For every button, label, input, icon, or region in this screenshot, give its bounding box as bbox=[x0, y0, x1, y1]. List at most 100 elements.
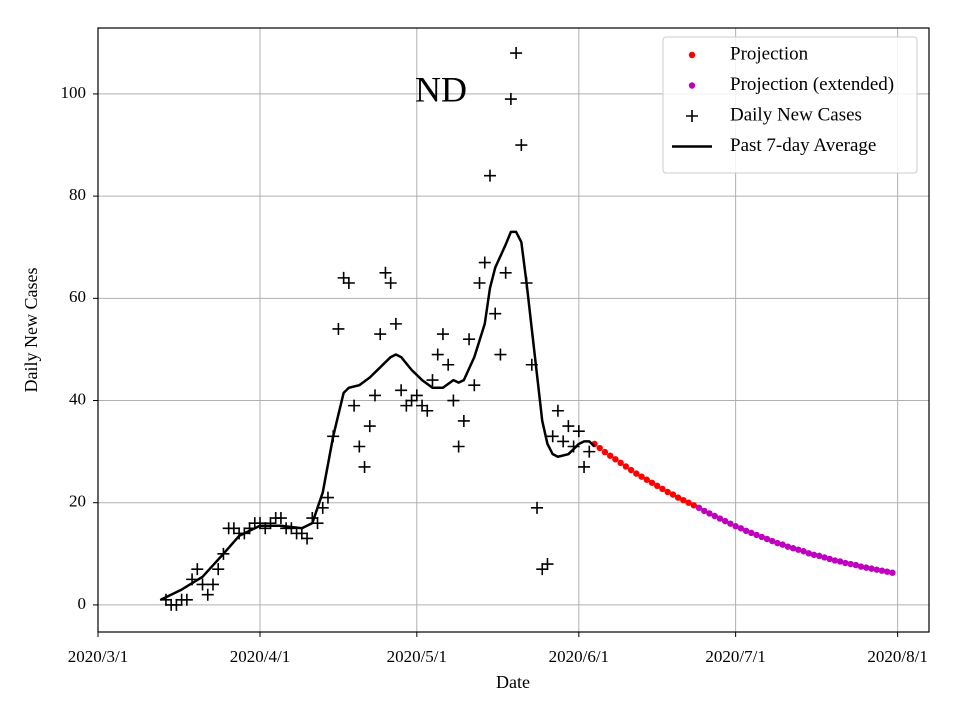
case-marker bbox=[431, 348, 444, 361]
projection-point bbox=[831, 557, 839, 564]
case-marker bbox=[369, 389, 381, 402]
case-marker bbox=[562, 420, 575, 433]
projection-point bbox=[883, 568, 891, 575]
case-marker bbox=[510, 47, 523, 60]
case-marker bbox=[483, 169, 496, 182]
projection-point bbox=[612, 456, 619, 463]
legend-label: Past 7-day Average bbox=[730, 135, 876, 156]
case-marker bbox=[374, 328, 387, 341]
case-marker bbox=[254, 517, 267, 530]
legend-swatch bbox=[688, 51, 696, 59]
case-marker bbox=[259, 522, 272, 535]
x-tick-label: 2020/4/1 bbox=[230, 647, 290, 666]
projection-point bbox=[769, 537, 776, 545]
projection-point bbox=[810, 551, 818, 559]
projection-point bbox=[654, 482, 661, 490]
projection-point bbox=[737, 525, 745, 532]
x-tick-label: 2020/6/1 bbox=[549, 647, 609, 666]
y-tick-label: 0 bbox=[78, 594, 87, 613]
projection-point bbox=[674, 494, 682, 501]
projection-point bbox=[721, 517, 729, 525]
case-marker bbox=[191, 563, 204, 576]
case-marker bbox=[551, 404, 564, 417]
projection-point bbox=[617, 459, 624, 467]
projection-point bbox=[606, 452, 614, 459]
projection-point bbox=[701, 507, 708, 515]
projection-point bbox=[805, 550, 812, 557]
projection-point bbox=[779, 541, 786, 548]
projection-point bbox=[826, 555, 833, 563]
projection-point bbox=[795, 546, 802, 553]
case-marker bbox=[337, 271, 350, 284]
case-marker bbox=[452, 440, 465, 453]
projection-point bbox=[742, 527, 750, 535]
projection-point bbox=[601, 448, 609, 456]
projection-point bbox=[622, 463, 630, 470]
case-marker bbox=[379, 266, 392, 279]
series bbox=[591, 440, 698, 509]
projection-point bbox=[816, 552, 823, 560]
legend: Projection Projection (extended) Daily New… bbox=[662, 36, 918, 174]
projection-point bbox=[648, 479, 656, 486]
case-marker bbox=[227, 522, 240, 535]
projection-point bbox=[852, 561, 860, 569]
case-marker bbox=[457, 414, 470, 427]
case-marker bbox=[206, 578, 219, 591]
projection-point bbox=[633, 470, 640, 477]
case-marker bbox=[410, 389, 423, 402]
case-marker bbox=[416, 399, 429, 412]
plot-area bbox=[159, 47, 896, 611]
projection-point bbox=[789, 544, 797, 552]
projection-point bbox=[758, 533, 765, 541]
case-marker bbox=[583, 445, 596, 458]
case-marker bbox=[436, 328, 449, 341]
case-marker bbox=[405, 394, 418, 407]
case-marker bbox=[442, 358, 455, 371]
case-marker bbox=[170, 598, 183, 611]
case-marker bbox=[546, 430, 559, 443]
case-marker bbox=[321, 491, 334, 504]
x-tick-label: 2020/3/1 bbox=[68, 647, 128, 666]
case-marker bbox=[468, 379, 481, 392]
projection-point bbox=[821, 554, 828, 561]
case-marker bbox=[557, 435, 570, 448]
legend-label: Projection (extended) bbox=[730, 74, 894, 95]
projection-point bbox=[774, 539, 781, 547]
case-marker bbox=[332, 322, 345, 335]
projection-point bbox=[748, 529, 755, 537]
x-tick-label: 2020/8/1 bbox=[867, 647, 927, 666]
projection-point bbox=[836, 558, 844, 565]
projection-point bbox=[727, 520, 734, 527]
projection-point bbox=[706, 510, 713, 517]
x-tick-label: 2020/7/1 bbox=[705, 647, 765, 666]
case-marker bbox=[274, 512, 287, 525]
case-marker bbox=[196, 578, 209, 591]
case-marker bbox=[353, 440, 366, 453]
case-marker bbox=[363, 420, 376, 433]
case-marker bbox=[400, 399, 413, 412]
projection-point bbox=[680, 496, 687, 504]
grid bbox=[97, 28, 929, 632]
y-axis-label: Daily New Cases bbox=[21, 268, 41, 393]
projection-point bbox=[842, 559, 849, 567]
projection-point bbox=[716, 515, 724, 522]
projection-point bbox=[878, 567, 886, 574]
case-marker bbox=[389, 317, 402, 330]
legend-swatch bbox=[688, 82, 696, 89]
projection-point bbox=[638, 473, 645, 480]
case-marker bbox=[572, 425, 585, 438]
case-marker bbox=[499, 266, 512, 279]
projection-point bbox=[800, 548, 807, 555]
y-tick-label: 40 bbox=[69, 389, 86, 408]
projection-point bbox=[627, 466, 635, 474]
case-marker bbox=[536, 563, 549, 576]
legend-swatch bbox=[686, 110, 698, 122]
case-marker bbox=[515, 139, 528, 152]
case-marker bbox=[201, 588, 214, 601]
projection-point bbox=[753, 531, 760, 539]
projection-point bbox=[889, 569, 896, 576]
x-tick-label: 2020/5/1 bbox=[387, 647, 447, 666]
case-marker bbox=[531, 501, 544, 514]
case-marker bbox=[504, 93, 517, 106]
